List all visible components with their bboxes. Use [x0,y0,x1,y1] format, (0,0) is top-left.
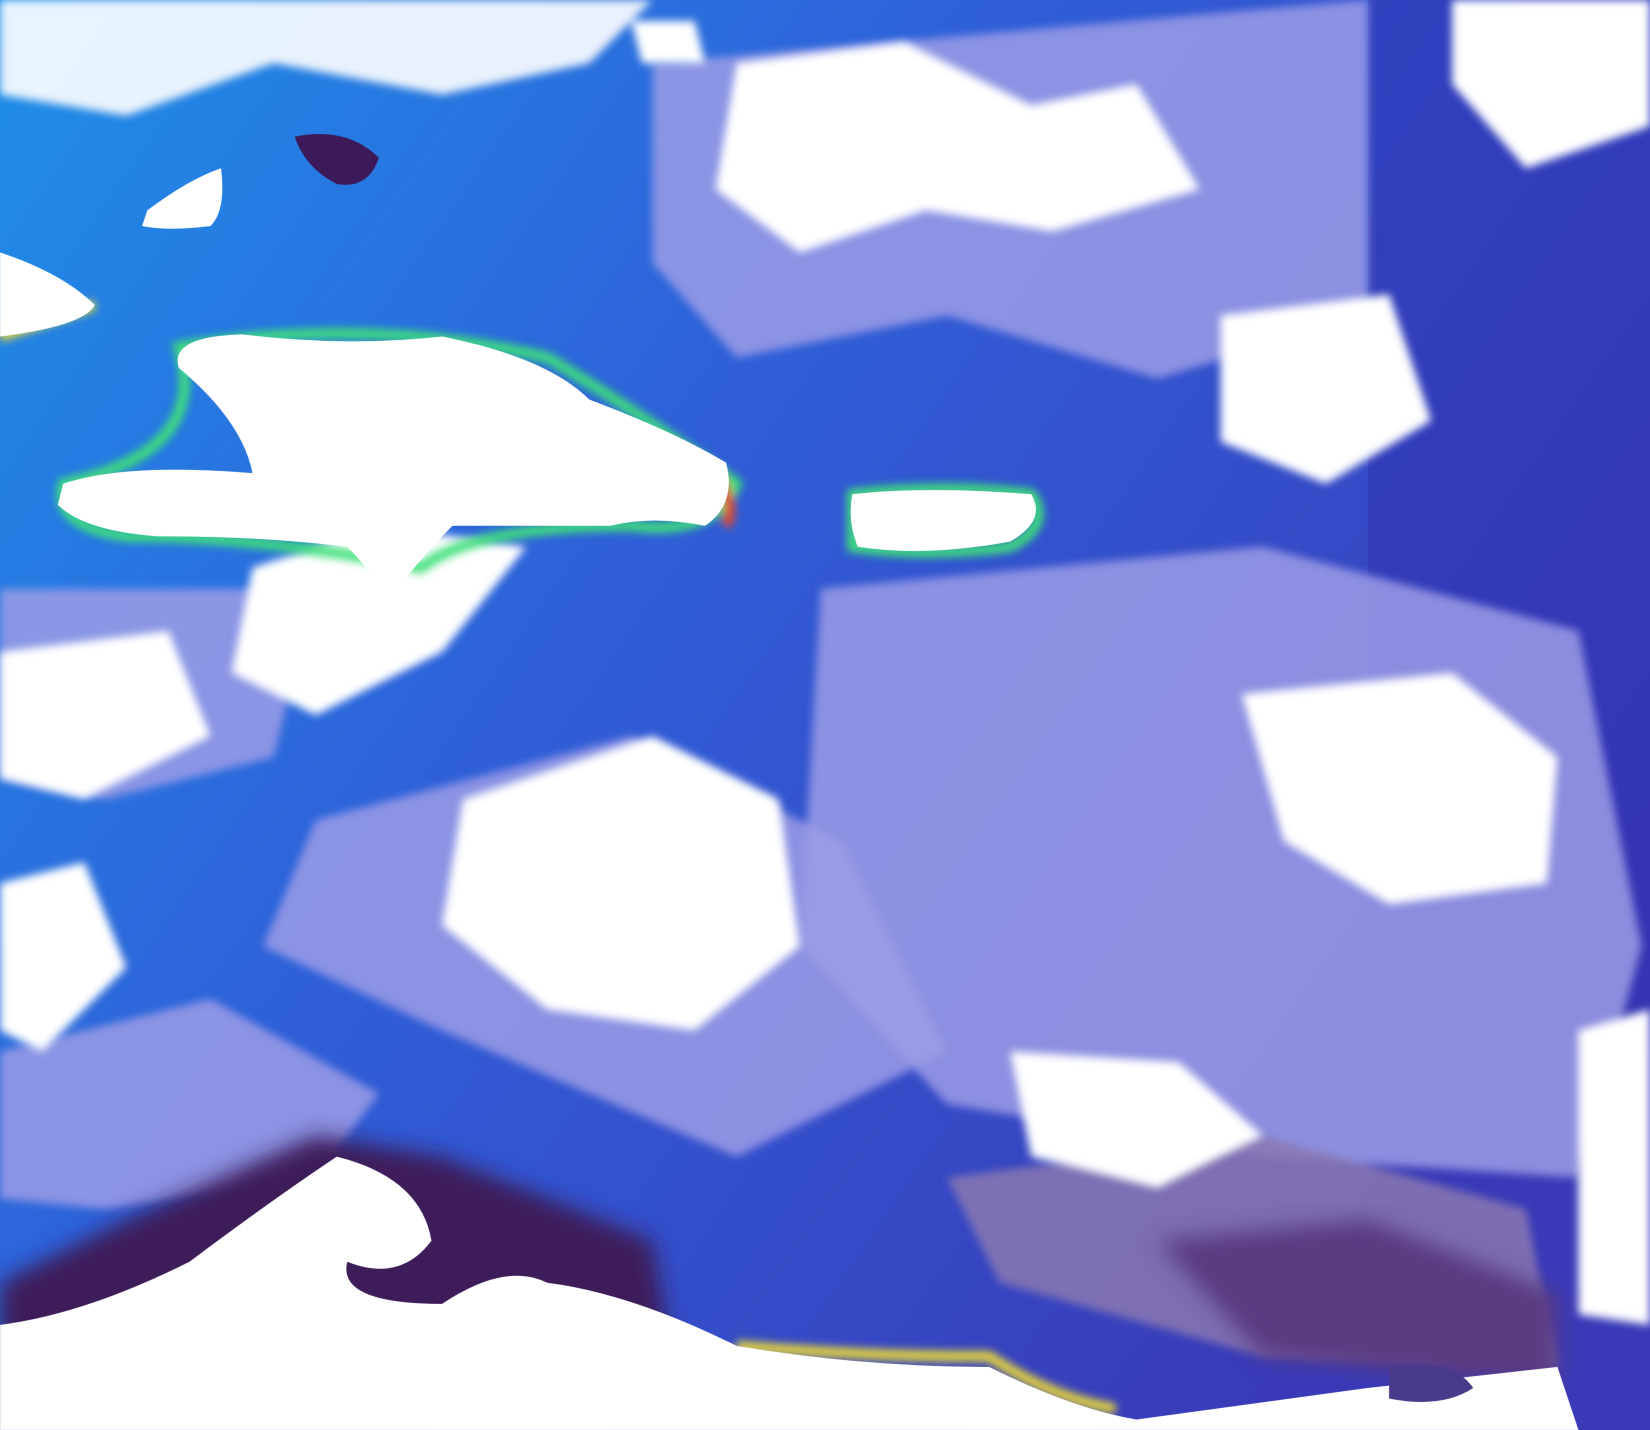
land-masses [0,134,1579,1430]
island-cuba-tip [0,252,95,337]
island-dark-north [294,134,379,185]
island-puerto-rico [850,489,1036,551]
south-america-coast [0,1156,1579,1430]
island-aruba-area [1389,1364,1474,1402]
clouds [0,0,1650,1325]
island-small-north [142,168,223,229]
coastal-turbid-water-east [1157,1219,1558,1388]
island-hispaniola [57,334,729,600]
